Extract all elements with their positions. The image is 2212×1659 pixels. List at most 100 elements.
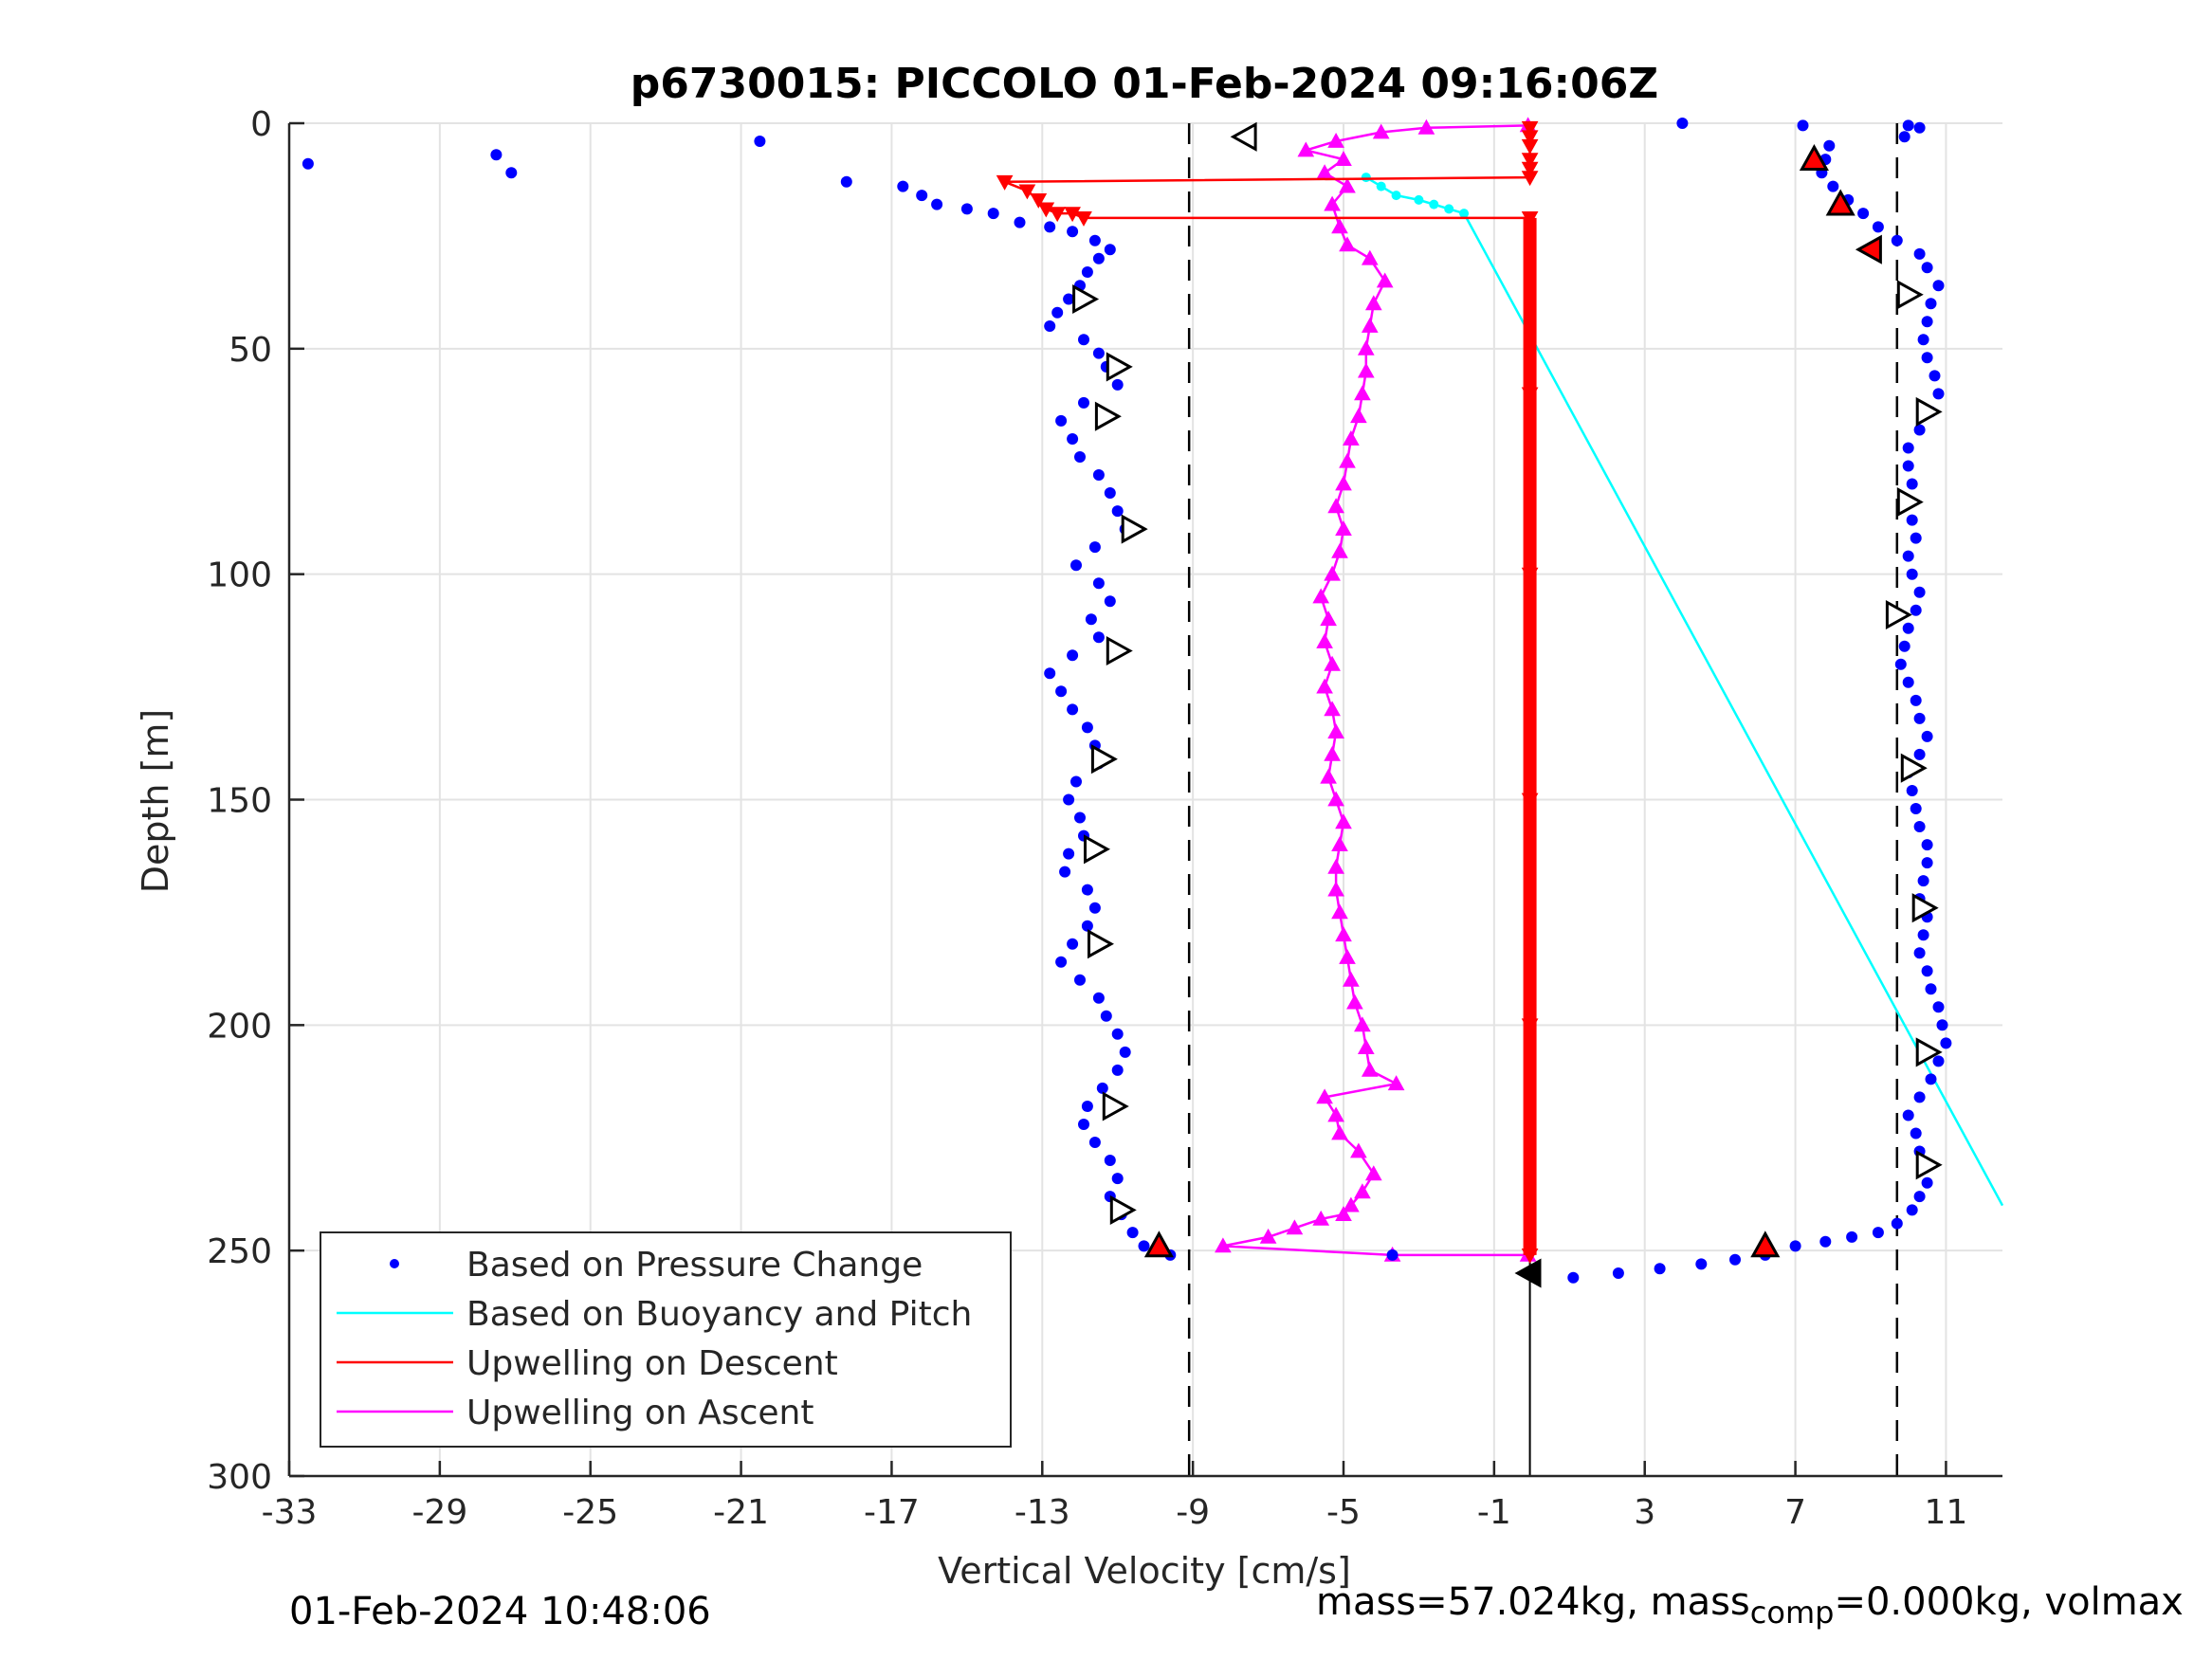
pressure-change-point [1797, 119, 1809, 132]
legend-entry-label: Upwelling on Descent [466, 1344, 838, 1383]
flag-filled-triangle [1855, 234, 1882, 264]
ascent-upwelling-marker [1327, 858, 1344, 874]
ascent-upwelling-marker [1316, 678, 1333, 694]
ascent-upwelling-marker [1361, 249, 1379, 265]
pressure-change-point [1096, 1082, 1108, 1094]
pressure-change-point [1067, 938, 1079, 950]
pressure-change-point [1906, 785, 1918, 796]
flag-filled-triangle [1143, 1231, 1174, 1258]
ascent-upwelling-marker [1324, 565, 1341, 581]
descent-upwelling-marker [1521, 793, 1539, 809]
pressure-change-point [1676, 118, 1689, 129]
pressure-change-point [1104, 595, 1116, 608]
pressure-change-point [1910, 1127, 1922, 1139]
y-tick-label: 150 [207, 782, 272, 821]
pressure-change-point [960, 203, 973, 215]
ascent-upwelling-marker [1327, 881, 1344, 897]
flag-open-triangle [1911, 893, 1939, 923]
pressure-change-point [1906, 478, 1918, 490]
flag-open-triangle [1106, 635, 1133, 666]
pressure-change-point [1067, 649, 1079, 662]
x-tick-label: -9 [1176, 1493, 1210, 1532]
ascent-upwelling-marker [1335, 813, 1352, 830]
pressure-change-point [1913, 712, 1926, 724]
ascent-upwelling-marker [1335, 151, 1352, 166]
pressure-change-point [1891, 1217, 1903, 1230]
pressure-change-point [1111, 378, 1124, 391]
descent-upwelling-marker [1030, 193, 1048, 209]
flag-open-triangle [1121, 514, 1148, 544]
ascent-upwelling-marker [1335, 926, 1352, 942]
ascent-upwelling-marker [1343, 971, 1360, 987]
pressure-change-point [1921, 857, 1933, 869]
pressure-change-point [1872, 221, 1884, 233]
ascent-upwelling-marker [1327, 1106, 1344, 1122]
pressure-change-point [931, 198, 943, 210]
pressure-change-point [1081, 920, 1093, 932]
footer-timestamp: 01-Feb-2024 10:48:06 [289, 1590, 711, 1633]
pressure-change-point [1063, 793, 1075, 806]
pressure-change-point [1100, 1010, 1112, 1022]
pressure-change-point [1567, 1271, 1580, 1284]
pressure-change-point [1872, 1227, 1884, 1239]
pressure-change-point [1917, 334, 1929, 346]
pressure-change-point [1070, 775, 1082, 788]
pressure-change-point [1925, 1073, 1937, 1085]
descent-upwelling-marker [1037, 202, 1055, 218]
x-tick-label: -5 [1326, 1493, 1361, 1532]
flag-open-triangle [1090, 744, 1118, 775]
flag-open-triangle [1088, 929, 1114, 959]
pressure-change-point [1085, 613, 1097, 626]
pressure-change-point [1111, 1028, 1124, 1040]
ascent-upwelling-marker [1324, 655, 1341, 671]
pressure-change-point [840, 175, 852, 188]
flag-filled-triangle [1750, 1231, 1781, 1258]
x-tick-label: -25 [562, 1493, 618, 1532]
flag-open-triangle [1915, 1150, 1943, 1180]
y-tick-label: 100 [207, 556, 272, 595]
pressure-change-point [1067, 703, 1079, 716]
pressure-change-point [1088, 541, 1101, 554]
flag-open-triangle [1915, 1037, 1943, 1067]
legend-entry-label: Upwelling on Ascent [466, 1394, 814, 1432]
descent-upwelling-marker [1521, 120, 1539, 137]
ascent-upwelling-marker [1316, 1088, 1333, 1104]
ascent-upwelling-marker [1335, 475, 1352, 491]
pressure-change-point [1081, 266, 1093, 278]
pressure-change-point [1925, 983, 1937, 995]
pressure-change-point [1902, 622, 1914, 634]
ascent-upwelling-marker [1316, 632, 1333, 648]
ascent-upwelling-marker [1364, 295, 1382, 311]
pressure-change-point [1078, 334, 1089, 346]
pressure-change-point [1044, 221, 1056, 233]
pressure-change-point [1092, 252, 1105, 264]
pressure-change-point [1074, 974, 1086, 986]
x-axis-ticks: -33 -29 -25 -21 -17 -13 -9 -5 -1 3 7 11 [262, 1461, 1967, 1532]
pressure-change-point [897, 180, 909, 192]
pressure-change-point [1891, 234, 1903, 246]
pressure-change-point [1055, 414, 1068, 427]
descent-upwelling-marker [1521, 567, 1539, 583]
pressure-change-point [1921, 262, 1933, 274]
pressure-change-point [1074, 451, 1086, 463]
ascent-upwelling-marker [1335, 520, 1352, 536]
pressure-change-point [1092, 992, 1105, 1004]
pressure-change-point [1111, 1064, 1124, 1076]
ascent-upwelling-marker [1354, 1183, 1371, 1199]
ascent-upwelling-marker [1327, 791, 1344, 807]
pressure-change-point [1932, 388, 1945, 400]
pressure-change-point [1092, 577, 1105, 590]
legend-entry-label: Based on Pressure Change [466, 1246, 923, 1285]
ascent-upwelling-marker [1324, 701, 1341, 717]
pressure-change-point [1898, 131, 1910, 143]
ascent-upwelling-marker [1357, 1039, 1375, 1054]
ascent-upwelling-marker [1357, 339, 1375, 356]
pressure-change-point [1819, 1235, 1832, 1248]
pressure-change-point [1612, 1267, 1624, 1279]
pressure-change-point [1695, 1258, 1708, 1270]
flag-open-triangle [1896, 487, 1924, 518]
descent-upwelling-marker [1521, 161, 1539, 177]
descent-upwelling-marker [1018, 184, 1036, 200]
pressure-change-point [1126, 1227, 1139, 1239]
pressure-change-point [1902, 676, 1914, 688]
